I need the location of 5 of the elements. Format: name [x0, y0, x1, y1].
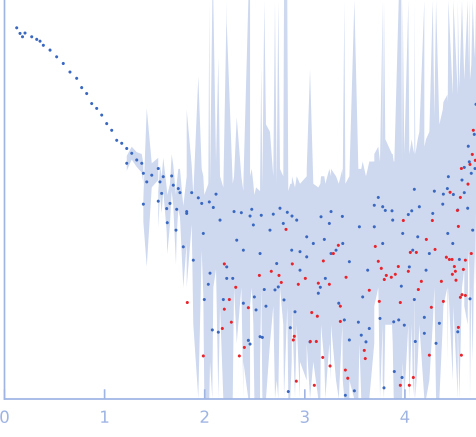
x-tick-label: 3	[300, 410, 309, 424]
x-tick-label: 2	[200, 410, 208, 423]
x-tick-label: 4	[400, 410, 410, 423]
x-tick-label: 1	[101, 410, 108, 423]
x-tick-label: 0	[0, 410, 9, 424]
